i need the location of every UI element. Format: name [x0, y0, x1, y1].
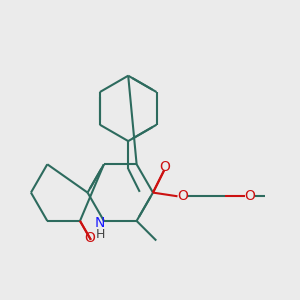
Text: O: O — [85, 231, 95, 245]
Text: O: O — [244, 189, 255, 203]
Text: H: H — [95, 228, 105, 241]
Text: N: N — [95, 216, 105, 230]
Text: O: O — [160, 160, 170, 175]
Text: O: O — [177, 189, 188, 203]
